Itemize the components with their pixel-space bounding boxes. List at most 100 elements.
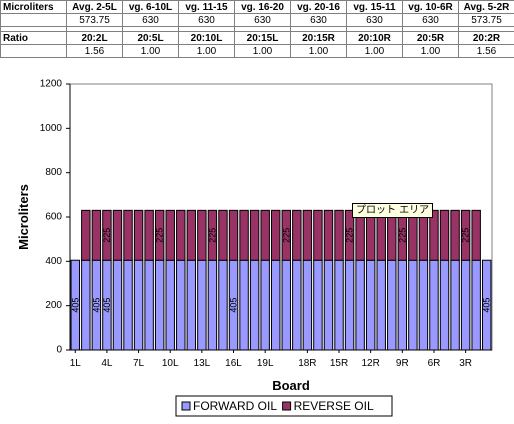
x-axis-title: Board <box>272 378 310 393</box>
table-cell: 1.00 <box>402 44 459 58</box>
table-cell: 20:15R <box>290 31 347 45</box>
x-tick-label: 1L <box>70 358 82 369</box>
bar <box>281 209 291 261</box>
bar <box>439 209 450 261</box>
bar <box>292 209 302 261</box>
bar <box>165 259 175 351</box>
bar <box>197 259 207 351</box>
bar <box>218 259 228 351</box>
legend-label: FORWARD OIL <box>193 399 277 413</box>
table-cell: vg. 15-11 <box>346 0 403 14</box>
bar <box>260 209 270 261</box>
bar <box>334 259 344 351</box>
bar <box>91 209 102 261</box>
bar <box>355 259 365 351</box>
bar <box>376 259 386 351</box>
y-tick-label: 1000 <box>40 123 63 134</box>
y-tick-label: 200 <box>45 300 62 311</box>
bar <box>313 259 323 351</box>
bar <box>344 259 355 351</box>
bar <box>102 209 112 261</box>
bar <box>450 259 460 351</box>
table-row: Ratio 20:2L 20:5L 20:10L 20:15L 20:15R 20:10R 2… <box>0 31 514 45</box>
table-cell: 20:10L <box>178 31 235 45</box>
bar <box>271 259 281 351</box>
bar <box>271 209 281 261</box>
table-cell: 630 <box>234 13 291 27</box>
bar <box>207 209 218 261</box>
y-tick-label: 1200 <box>40 79 63 90</box>
y-tick-label: 0 <box>56 345 62 356</box>
table-row: Microliters Avg. 2-5L vg. 6-10L vg. 11-15 vg… <box>0 0 514 14</box>
x-tick-label: 10L <box>162 358 179 369</box>
bar <box>260 259 270 351</box>
bar <box>133 209 144 261</box>
y-tick-label: 600 <box>45 212 62 223</box>
data-label: 405 <box>102 298 112 313</box>
data-label: 225 <box>345 228 355 243</box>
bar <box>218 209 228 261</box>
table-cell: 630 <box>178 13 235 27</box>
table-cell: 630 <box>346 13 403 27</box>
bar <box>429 259 439 351</box>
bar <box>165 209 175 261</box>
data-label: 225 <box>155 228 165 243</box>
plot-area-tooltip: プロット エリア <box>352 203 434 218</box>
bar <box>344 209 355 261</box>
bar <box>154 259 165 351</box>
bar <box>397 259 408 351</box>
bar <box>418 259 429 351</box>
bar <box>281 259 291 351</box>
table-cell: 1.00 <box>290 44 347 58</box>
bar <box>302 259 313 351</box>
table-cell: Avg. 5-2R <box>458 0 514 14</box>
table-cell: 1.00 <box>178 44 235 58</box>
bar <box>197 209 207 261</box>
y-tick-label: 400 <box>45 256 62 267</box>
bar <box>408 259 418 351</box>
y-tick-label: 800 <box>45 167 62 178</box>
x-tick-label: 7L <box>133 358 145 369</box>
bar <box>429 209 439 261</box>
table-cell: 20:2L <box>66 31 123 45</box>
bar <box>154 209 165 261</box>
bar <box>239 259 249 351</box>
data-label: 225 <box>102 228 112 243</box>
data-label: 405 <box>482 298 492 313</box>
table-cell: 20:5L <box>122 31 179 45</box>
row-label <box>0 13 67 27</box>
y-axis-title: Microliters <box>16 184 31 250</box>
bar <box>144 259 154 351</box>
bar <box>228 209 239 261</box>
bar <box>186 259 197 351</box>
data-label: 225 <box>461 228 471 243</box>
bar <box>123 259 133 351</box>
data-label: 225 <box>397 228 407 243</box>
bar <box>144 209 154 261</box>
data-label: 405 <box>70 298 80 313</box>
bar <box>460 259 471 351</box>
x-tick-label: 4L <box>101 358 113 369</box>
bar <box>81 259 91 351</box>
summary-table: Microliters Avg. 2-5L vg. 6-10L vg. 11-15 vg… <box>0 0 514 58</box>
row-label: Ratio <box>0 31 67 45</box>
x-tick-label: 18R <box>298 358 316 369</box>
bar <box>133 259 144 351</box>
x-tick-label: 16L <box>225 358 242 369</box>
legend-swatch <box>181 401 191 411</box>
data-label: 225 <box>281 228 291 243</box>
x-tick-label: 15R <box>330 358 348 369</box>
bar <box>302 209 313 261</box>
x-tick-label: 6R <box>428 358 441 369</box>
bar <box>123 209 133 261</box>
table-cell: Avg. 2-5L <box>66 0 123 14</box>
bar <box>439 259 450 351</box>
bar <box>334 209 344 261</box>
table-cell: 20:10R <box>346 31 403 45</box>
bar <box>387 259 397 351</box>
bar <box>81 209 91 261</box>
bar <box>471 209 481 261</box>
table-cell: 1.56 <box>458 44 514 58</box>
bar <box>313 209 323 261</box>
table-cell: 20:2R <box>458 31 514 45</box>
